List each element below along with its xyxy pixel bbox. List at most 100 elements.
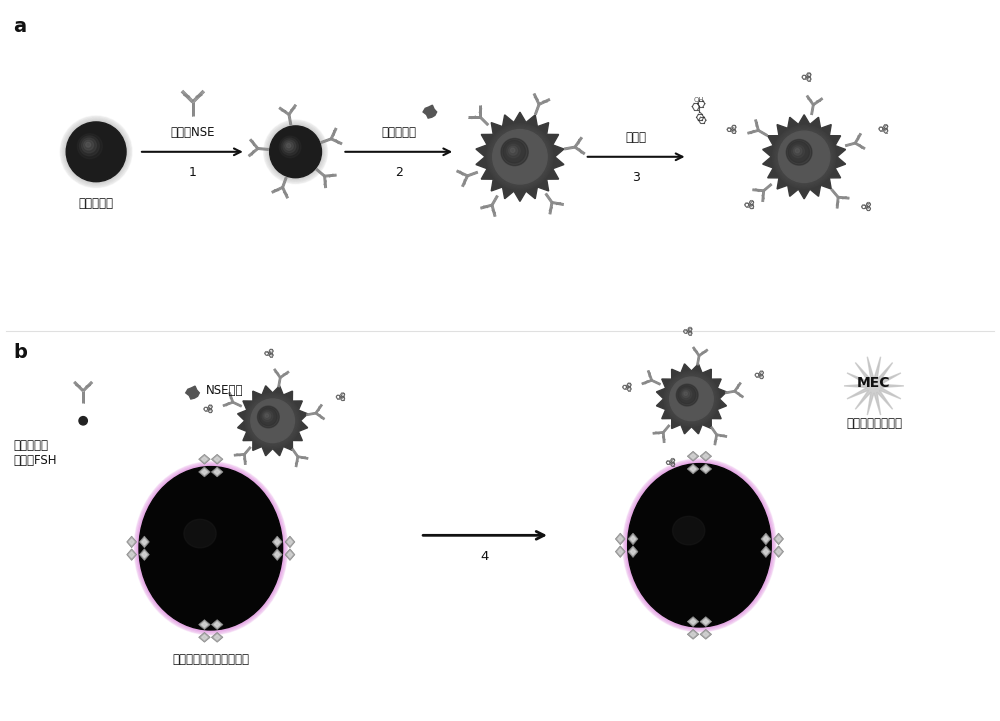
Polygon shape (690, 619, 696, 624)
Polygon shape (631, 536, 635, 541)
Polygon shape (690, 466, 696, 472)
Circle shape (66, 122, 126, 182)
Circle shape (665, 372, 718, 425)
Ellipse shape (628, 464, 771, 627)
Polygon shape (275, 552, 280, 557)
Circle shape (63, 118, 130, 185)
Ellipse shape (135, 463, 286, 634)
Ellipse shape (624, 460, 775, 631)
Ellipse shape (138, 465, 284, 631)
Polygon shape (700, 629, 712, 640)
Circle shape (251, 399, 294, 443)
Circle shape (510, 148, 515, 153)
Circle shape (790, 143, 807, 160)
Polygon shape (129, 552, 134, 557)
Polygon shape (628, 533, 638, 544)
Circle shape (775, 128, 833, 186)
Circle shape (679, 387, 694, 402)
Ellipse shape (625, 461, 774, 629)
Circle shape (681, 389, 692, 399)
Text: 链亲和素包被的磁性微球: 链亲和素包被的磁性微球 (172, 653, 249, 666)
Ellipse shape (184, 519, 216, 548)
Polygon shape (703, 466, 709, 472)
Polygon shape (202, 469, 207, 474)
Polygon shape (687, 464, 699, 474)
Text: 4: 4 (481, 550, 489, 563)
Polygon shape (703, 454, 709, 459)
Text: NSE抗原: NSE抗原 (206, 384, 243, 397)
Circle shape (75, 132, 105, 162)
Circle shape (86, 142, 91, 147)
Circle shape (488, 125, 552, 189)
Polygon shape (631, 549, 635, 554)
Circle shape (262, 411, 273, 422)
Circle shape (79, 417, 87, 425)
Polygon shape (211, 454, 223, 464)
Polygon shape (127, 549, 137, 560)
Circle shape (505, 142, 523, 160)
Ellipse shape (673, 516, 705, 545)
Polygon shape (127, 536, 137, 548)
Circle shape (684, 392, 687, 396)
Polygon shape (202, 635, 207, 640)
Text: 金纳米粒子: 金纳米粒子 (79, 197, 114, 210)
Polygon shape (703, 632, 709, 637)
Polygon shape (844, 357, 904, 415)
Circle shape (793, 147, 802, 155)
Circle shape (283, 140, 296, 153)
Polygon shape (628, 546, 638, 557)
Polygon shape (214, 622, 220, 627)
Circle shape (664, 371, 719, 427)
Circle shape (682, 390, 690, 397)
Circle shape (668, 376, 714, 422)
Text: a: a (13, 17, 26, 36)
Polygon shape (211, 467, 223, 477)
Circle shape (786, 139, 812, 165)
Circle shape (667, 375, 716, 423)
Text: 2: 2 (395, 166, 403, 179)
Polygon shape (139, 549, 149, 560)
Polygon shape (615, 533, 625, 544)
Circle shape (501, 138, 528, 166)
Polygon shape (199, 632, 210, 642)
Circle shape (264, 412, 271, 420)
Circle shape (248, 397, 297, 445)
Circle shape (774, 126, 835, 187)
Polygon shape (186, 386, 199, 399)
Polygon shape (776, 536, 781, 541)
Circle shape (778, 131, 830, 182)
Circle shape (266, 123, 325, 181)
Polygon shape (202, 622, 207, 627)
Polygon shape (214, 635, 220, 640)
Polygon shape (142, 552, 147, 557)
Circle shape (84, 140, 94, 150)
Circle shape (250, 398, 296, 443)
Circle shape (267, 123, 324, 180)
Polygon shape (776, 549, 781, 554)
Polygon shape (199, 454, 210, 464)
Circle shape (503, 141, 526, 163)
Circle shape (279, 136, 301, 158)
Circle shape (670, 377, 713, 420)
Polygon shape (272, 549, 282, 560)
Polygon shape (199, 467, 210, 477)
Text: 鼠抗人NSE: 鼠抗人NSE (170, 126, 215, 139)
Circle shape (264, 120, 327, 184)
Circle shape (245, 393, 300, 448)
Circle shape (79, 136, 99, 156)
Polygon shape (690, 454, 696, 459)
Polygon shape (214, 457, 220, 461)
Polygon shape (214, 469, 220, 474)
Text: MEC: MEC (857, 376, 891, 390)
Polygon shape (656, 364, 727, 434)
Polygon shape (687, 451, 699, 461)
Polygon shape (618, 549, 623, 554)
Ellipse shape (134, 462, 287, 634)
Circle shape (492, 128, 548, 185)
Text: 生物素标记
鼠抗人FSH: 生物素标记 鼠抗人FSH (13, 438, 57, 466)
Circle shape (287, 143, 291, 148)
Polygon shape (687, 629, 699, 640)
Polygon shape (761, 533, 771, 544)
Polygon shape (285, 536, 295, 548)
Polygon shape (774, 546, 784, 557)
